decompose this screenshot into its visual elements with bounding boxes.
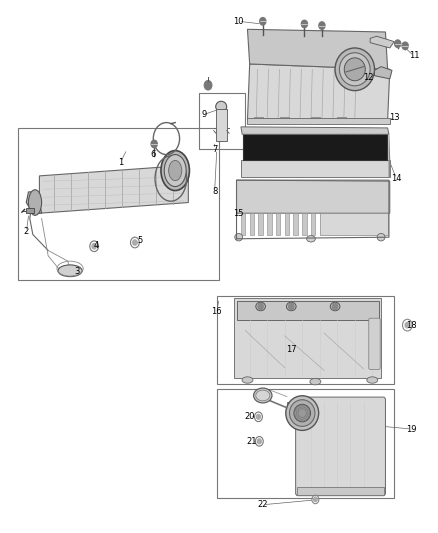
Text: 22: 22 bbox=[258, 500, 268, 509]
Text: 11: 11 bbox=[409, 52, 419, 60]
Bar bbox=[216, 109, 227, 141]
Polygon shape bbox=[39, 165, 188, 213]
Circle shape bbox=[92, 244, 96, 249]
FancyBboxPatch shape bbox=[296, 397, 385, 496]
Text: 19: 19 bbox=[406, 425, 417, 433]
Circle shape bbox=[332, 303, 338, 310]
Text: 21: 21 bbox=[247, 437, 257, 446]
Text: 7: 7 bbox=[212, 145, 217, 154]
Circle shape bbox=[289, 303, 294, 310]
Bar bbox=[199, 93, 245, 149]
Polygon shape bbox=[258, 213, 263, 235]
Bar bbox=[26, 208, 34, 213]
Polygon shape bbox=[241, 127, 389, 134]
Ellipse shape bbox=[161, 150, 190, 191]
Ellipse shape bbox=[242, 377, 253, 383]
Polygon shape bbox=[247, 64, 390, 120]
Ellipse shape bbox=[256, 390, 270, 401]
Text: 12: 12 bbox=[363, 73, 373, 82]
Ellipse shape bbox=[367, 377, 378, 383]
Ellipse shape bbox=[344, 58, 365, 80]
Polygon shape bbox=[241, 160, 390, 177]
Polygon shape bbox=[237, 180, 390, 213]
Polygon shape bbox=[26, 192, 42, 213]
Ellipse shape bbox=[310, 378, 321, 385]
Ellipse shape bbox=[286, 302, 296, 311]
Circle shape bbox=[151, 140, 157, 148]
Bar bbox=[217, 389, 394, 498]
Text: 16: 16 bbox=[212, 308, 222, 316]
Text: 18: 18 bbox=[406, 321, 417, 329]
Polygon shape bbox=[247, 29, 388, 69]
Bar bbox=[320, 213, 388, 235]
Polygon shape bbox=[287, 402, 299, 417]
Circle shape bbox=[314, 497, 317, 502]
Ellipse shape bbox=[215, 101, 227, 112]
Text: 8: 8 bbox=[212, 188, 217, 196]
Text: 5: 5 bbox=[138, 237, 143, 245]
Ellipse shape bbox=[307, 236, 315, 242]
Ellipse shape bbox=[235, 233, 243, 241]
Text: 4: 4 bbox=[94, 241, 99, 249]
Text: 17: 17 bbox=[286, 345, 297, 353]
Polygon shape bbox=[389, 134, 390, 177]
Bar bbox=[254, 117, 263, 123]
Circle shape bbox=[395, 40, 401, 47]
Circle shape bbox=[204, 80, 212, 90]
Ellipse shape bbox=[169, 160, 182, 181]
Polygon shape bbox=[311, 213, 315, 235]
Circle shape bbox=[260, 18, 266, 25]
Polygon shape bbox=[374, 67, 392, 79]
Text: 15: 15 bbox=[233, 209, 244, 217]
FancyBboxPatch shape bbox=[369, 318, 380, 369]
Ellipse shape bbox=[58, 265, 82, 277]
Circle shape bbox=[405, 322, 410, 328]
Polygon shape bbox=[302, 213, 307, 235]
Ellipse shape bbox=[294, 404, 311, 422]
Circle shape bbox=[402, 42, 408, 50]
Text: 9: 9 bbox=[201, 110, 206, 119]
Text: 6: 6 bbox=[151, 150, 156, 159]
Ellipse shape bbox=[335, 48, 374, 91]
Polygon shape bbox=[293, 213, 298, 235]
Text: 1: 1 bbox=[118, 158, 123, 167]
Ellipse shape bbox=[286, 395, 318, 431]
Ellipse shape bbox=[377, 233, 385, 241]
Bar bbox=[311, 117, 320, 123]
Ellipse shape bbox=[290, 400, 315, 426]
Circle shape bbox=[301, 20, 307, 28]
Circle shape bbox=[256, 415, 260, 419]
Ellipse shape bbox=[254, 388, 272, 403]
Polygon shape bbox=[267, 213, 272, 235]
Bar bbox=[18, 128, 219, 280]
Circle shape bbox=[133, 240, 137, 245]
Text: 13: 13 bbox=[389, 113, 399, 122]
Text: 20: 20 bbox=[244, 413, 255, 421]
Polygon shape bbox=[285, 213, 289, 235]
Polygon shape bbox=[250, 213, 254, 235]
Ellipse shape bbox=[339, 53, 370, 86]
Ellipse shape bbox=[256, 302, 265, 311]
Bar bbox=[237, 301, 379, 320]
Bar bbox=[217, 296, 394, 384]
Text: 14: 14 bbox=[391, 174, 402, 183]
Polygon shape bbox=[370, 36, 394, 48]
Circle shape bbox=[258, 303, 263, 310]
Circle shape bbox=[257, 439, 261, 443]
Text: 3: 3 bbox=[74, 268, 79, 276]
Ellipse shape bbox=[28, 190, 42, 215]
Bar bbox=[297, 487, 384, 495]
Polygon shape bbox=[234, 298, 381, 378]
Bar bbox=[247, 118, 390, 124]
Polygon shape bbox=[276, 213, 280, 235]
Polygon shape bbox=[241, 213, 245, 235]
Ellipse shape bbox=[330, 302, 340, 311]
Bar bbox=[280, 117, 289, 123]
Text: 2: 2 bbox=[24, 228, 29, 236]
Text: 10: 10 bbox=[233, 17, 244, 26]
Bar bbox=[243, 134, 387, 160]
Circle shape bbox=[319, 22, 325, 29]
Ellipse shape bbox=[164, 155, 186, 187]
Bar bbox=[337, 117, 346, 123]
